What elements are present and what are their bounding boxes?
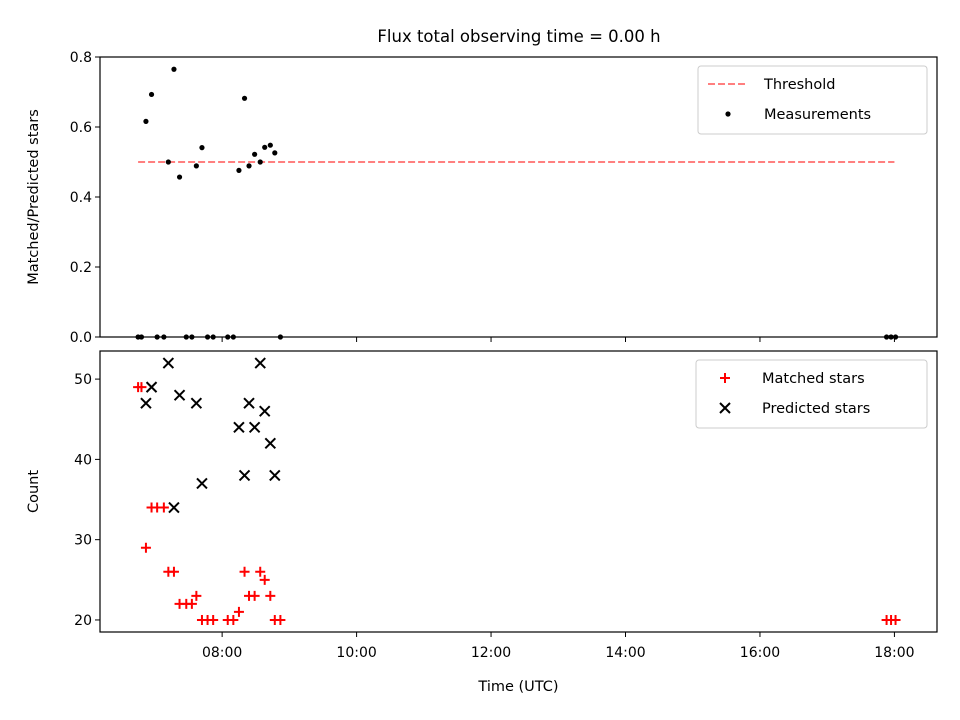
data-point [148,91,155,98]
panel-2: 20 30 40 50 08:00 10:00 12:00 14:00 16:00 18:00 Co… [26,350,938,695]
data-point [171,66,177,72]
legend-label: Measurements [764,107,871,123]
data-point [275,614,286,625]
data-point [267,142,273,148]
y-axis-label: Count [26,470,42,513]
data-point [241,95,248,101]
legend-swatch [720,373,730,383]
data-point [233,606,244,617]
x-tick-label: 14:00 [605,645,645,661]
data-point [162,357,175,369]
series-matched-stars [133,382,901,625]
data-point [265,590,276,601]
data-point [196,477,208,490]
data-point [208,614,219,625]
data-point [168,501,180,514]
x-tick-label: 08:00 [202,645,242,661]
data-point [236,167,242,173]
data-point [252,151,258,157]
data-point [255,566,266,577]
y-tick-label: 30 [74,533,92,549]
x-tick-label: 10:00 [336,645,376,661]
x-tick-label: 16:00 [740,645,780,661]
data-point [259,574,270,585]
data-point [190,397,203,409]
data-point [168,566,179,577]
y-tick-label: 50 [74,372,92,388]
data-point [158,502,169,513]
legend-frame [697,65,928,135]
data-point [173,389,186,401]
legend-label: Matched stars [762,371,865,387]
series-predicted-stars [140,357,281,514]
legend-frame [695,359,928,429]
legend-swatch [719,402,731,414]
y-tick-label: 0.8 [70,50,92,66]
data-point [264,437,277,450]
y-tick-label: 0.4 [70,190,92,206]
data-point [257,159,263,165]
data-point [890,614,901,625]
y-tick-label: 40 [74,452,92,468]
legend-label: Predicted stars [762,401,870,417]
plot-frame [99,350,938,633]
legend: Threshold Measurements [697,65,928,135]
data-point [186,598,197,609]
data-point [145,381,158,393]
data-point [140,397,152,409]
data-point [233,421,245,433]
legend: Matched stars Predicted stars [695,359,928,429]
data-point [136,382,147,393]
y-tick-label: 20 [74,613,92,629]
data-point [269,469,281,482]
legend-label: Threshold [763,77,835,93]
data-point [272,150,278,156]
y-tick-label: 0.2 [70,260,92,276]
data-point [246,163,252,169]
data-point [262,144,268,150]
data-point [193,163,199,169]
data-point [254,357,266,369]
data-point [191,590,202,601]
plot-frame [99,56,938,338]
x-tick-label: 18:00 [874,645,914,661]
y-axis-label: Matched/Predicted stars [26,109,42,285]
legend-swatch [725,111,731,117]
data-point [140,542,151,553]
data-point [228,614,239,625]
panel-1: 0.0 0.2 0.4 0.6 0.8 Matched/Predicted stars Th… [26,50,938,346]
x-tick-label: 12:00 [471,645,511,661]
data-point [238,469,251,482]
data-point [259,405,271,417]
y-tick-label: 0.0 [70,330,92,346]
data-point [199,145,205,151]
data-point [243,397,255,409]
y-tick-label: 0.6 [70,120,92,136]
x-axis-label: Time (UTC) [477,679,558,695]
data-point [249,590,260,601]
chart-title: Flux total observing time = 0.00 h [377,27,660,46]
data-point [239,566,250,577]
data-point [248,421,261,433]
data-point [176,174,183,180]
data-point [165,159,171,165]
data-point [143,118,149,124]
